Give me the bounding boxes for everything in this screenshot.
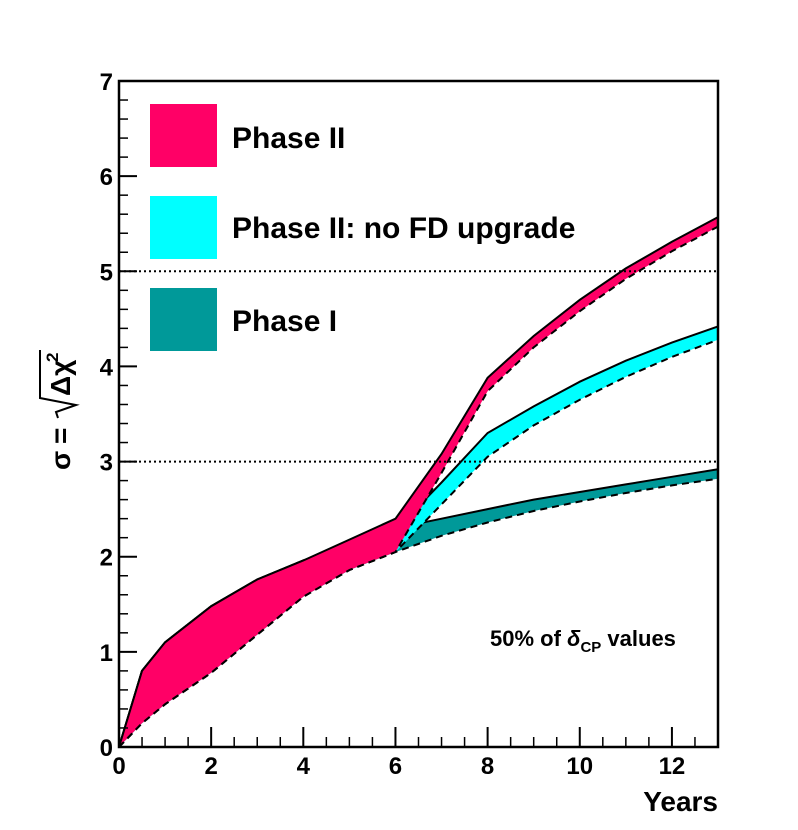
x-axis-title: Years [643, 786, 718, 817]
y-tick-label: 6 [100, 164, 113, 191]
x-tick-labels: 0 2 4 6 8 10 12 [112, 753, 685, 780]
y-tick-label: 7 [100, 69, 113, 96]
y-tick-label: 3 [100, 450, 113, 477]
legend-label-phase-ii-no-fd-upgrade: Phase II: no FD upgrade [232, 212, 575, 245]
annotation-suffix: values [601, 626, 676, 651]
legend-swatch-phase-ii [150, 104, 217, 167]
chart-bands [119, 216, 718, 747]
legend-label-phase-ii: Phase II [232, 122, 345, 155]
x-tick-label: 12 [659, 753, 686, 780]
y-tick-labels: 0 1 2 3 4 5 6 7 [100, 69, 114, 762]
y-axis-title-delta-chi: Δχ [45, 360, 76, 396]
annotation-subscript: CP [580, 639, 601, 656]
annotation: 50% of δCP values [490, 626, 676, 656]
y-axis-title-exponent: 2 [43, 353, 62, 362]
y-tick-label: 2 [100, 545, 113, 572]
x-tick-label: 8 [481, 753, 494, 780]
band-lower-line-phase-ii [119, 225, 718, 747]
legend-swatch-phase-ii-no-fd-upgrade [150, 196, 217, 259]
annotation-prefix: 50% of [490, 626, 567, 651]
x-tick-label: 6 [389, 753, 402, 780]
y-tick-label: 5 [100, 259, 113, 286]
y-axis-title: σ = Δχ 2 [39, 350, 80, 470]
x-tick-label: 2 [204, 753, 217, 780]
y-tick-label: 1 [100, 640, 113, 667]
x-tick-label: 10 [566, 753, 593, 780]
x-tick-label: 0 [112, 753, 125, 780]
y-tick-label: 4 [100, 354, 114, 381]
band-upper-line-phase-ii [119, 216, 718, 747]
legend-swatch-phase-i [150, 288, 217, 351]
legend: Phase II Phase II: no FD upgrade Phase I [150, 104, 575, 351]
sqrt-radical-icon [39, 350, 80, 419]
axis-ticks [118, 80, 719, 748]
y-axis-title-sigma: σ [45, 451, 76, 470]
x-tick-label: 4 [297, 753, 311, 780]
legend-label-phase-i: Phase I [232, 305, 337, 338]
annotation-delta-symbol: δ [567, 626, 581, 651]
y-axis-title-equals: = [45, 428, 76, 444]
band-phase-ii [119, 217, 718, 747]
y-tick-label: 0 [100, 735, 113, 762]
